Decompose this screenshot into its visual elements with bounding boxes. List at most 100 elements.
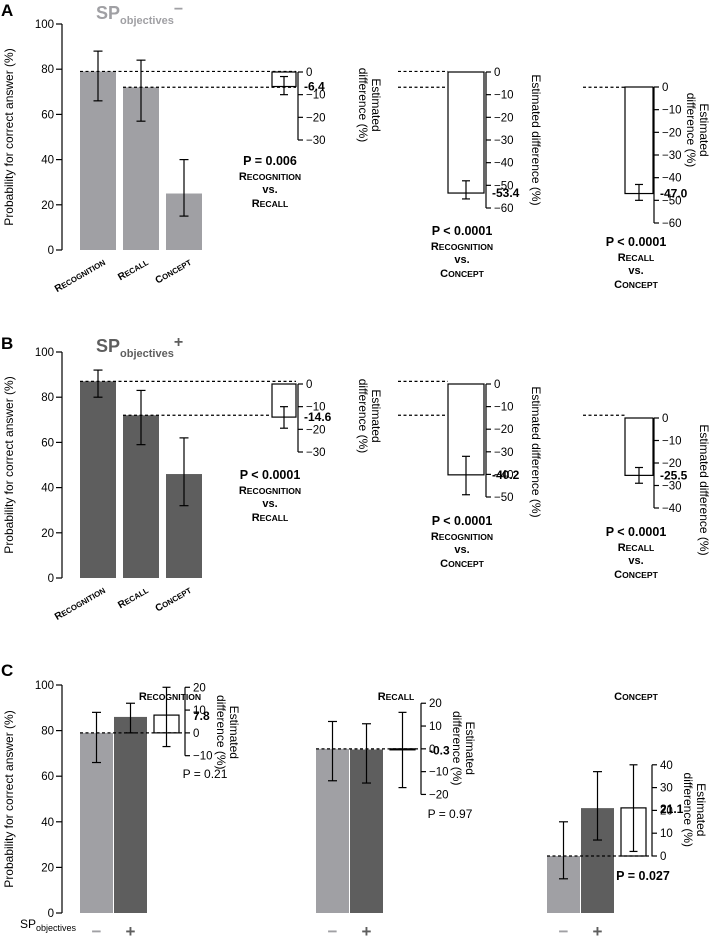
c-title-recognition: RECOGNITION [139,691,201,703]
diff-tick-label: −40 [494,158,514,170]
diff-tick-label: −50 [494,180,514,192]
diff-tick-label: −40 [662,503,682,515]
diff-tick-label: 0 [306,67,312,79]
comparison-first: RECOGNITION [239,485,301,497]
c-p-value: P = 0.027 [616,869,670,883]
diff-value-label: -40.2 [492,468,520,482]
comparison-vs: vs. [454,544,469,556]
c-p-value: P = 0.97 [428,807,473,821]
comparison-second: RECALL [252,198,289,210]
c-p-value: P = 0.21 [183,767,228,781]
diff-tick-label: −60 [494,203,514,215]
diff-value-label: -53.4 [492,186,520,200]
comparison-vs: vs. [628,265,643,277]
diff-axis-title: Estimateddifference (%) [356,68,383,142]
p-value: P < 0.0001 [432,514,493,528]
diff-value-label: -25.5 [660,468,688,482]
y-tick-label: 0 [48,573,54,585]
c-diff-tick-label: 0 [193,728,199,740]
c-sign-plus: + [593,922,603,941]
c-diff-tick-label: 30 [660,783,673,795]
c-diff-tick-label: 10 [429,721,442,733]
c-diff-tick-label: −10 [193,751,213,763]
c-diff-value-label: 21.1 [660,802,684,816]
diff-tick-label: −20 [494,112,514,124]
y-tick-label: 60 [41,437,54,449]
y-tick-label: 80 [41,392,54,404]
diff-value-label: -47.0 [660,187,688,201]
c-y-tick-label: 20 [41,862,54,874]
diff-axis-title: Estimateddifference (%) [684,93,711,167]
c-diff-axis-title: Estimateddifference (%) [214,695,241,769]
comparison-first: RECOGNITION [431,241,493,253]
diff-tick-label: −30 [662,150,682,162]
diff-tick-label: −30 [662,481,682,493]
y-tick-label: 20 [41,528,54,540]
y-tick-label: 40 [41,483,54,495]
diff-tick-label: −10 [494,90,514,102]
c-diff-value-label: -0.3 [429,744,450,758]
y-tick-label: 80 [41,64,54,76]
comparison-vs: vs. [262,498,277,510]
panel-b-legend: SPobjectives+ [96,334,183,360]
c-diff-tick-label: 0 [660,851,666,863]
diff-value-label: -6.4 [304,80,325,94]
panel-a-label: A [1,1,13,20]
c-y-tick-label: 100 [35,680,54,692]
diff-axis-title: Estimated difference (%) [697,424,711,555]
comparison-second: RECALL [252,512,289,524]
panel-c-sp-label: SPobjectives [20,917,77,933]
diff-tick-label: −40 [494,469,514,481]
c-diff-tick-label: 20 [429,698,442,710]
c-y-tick-label: 60 [41,771,54,783]
c-title-concept: CONCEPT [614,691,658,703]
c-diff-axis-title: Estimateddifference (%) [681,773,708,847]
c-diff-tick-label: 20 [660,805,673,817]
diff-axis-title: Estimated difference (%) [529,74,543,205]
diff-tick-label: −10 [306,90,326,102]
x-tick-label-recognition: RECOGNITION [53,585,108,623]
c-diff-tick-label: 0 [429,744,435,756]
c-bar-plus [114,716,147,913]
y-tick-label: 20 [41,200,54,212]
c-sign-minus: − [92,922,102,941]
diff-tick-label: 0 [306,379,312,391]
y-tick-label: 40 [41,155,54,167]
c-sign-minus: − [559,922,569,941]
x-tick-label-recall: RECALL [116,257,150,283]
diff-axis-title: Estimated difference (%) [529,386,543,517]
x-tick-label-recall: RECALL [116,585,150,611]
diff-tick-label: −20 [662,127,682,139]
comparison-first: RECALL [618,252,655,264]
diff-tick-label: −30 [306,135,326,147]
diff-tick-label: −30 [494,447,514,459]
y-tick-label: 60 [41,109,54,121]
diff-tick-label: −30 [306,447,326,459]
diff-tick-label: −10 [662,105,682,117]
diff-tick-label: −50 [494,492,514,504]
panel-c-label: C [1,661,13,680]
c-sign-plus: + [362,922,372,941]
comparison-vs: vs. [628,555,643,567]
diff-bar [624,86,654,195]
comparison-vs: vs. [262,184,277,196]
c-y-tick-label: 80 [41,726,54,738]
c-diff-tick-label: 40 [660,760,673,772]
diff-tick-label: −20 [662,458,682,470]
diff-bar [624,417,654,476]
diff-tick-label: −10 [306,402,326,414]
x-tick-label-concept: CONCEPT [154,257,194,287]
c-y-tick-label: 40 [41,817,54,829]
p-value: P = 0.006 [243,154,297,168]
x-tick-label-recognition: RECOGNITION [53,257,108,295]
comparison-vs: vs. [454,254,469,266]
c-diff-tick-label: 10 [660,828,673,840]
diff-tick-label: −20 [494,424,514,436]
y-tick-label: 100 [35,19,54,31]
c-sign-plus: + [126,922,136,941]
diff-tick-label: −40 [662,173,682,185]
c-sign-minus: − [328,922,338,941]
comparison-second: CONCEPT [440,268,484,280]
comparison-second: CONCEPT [440,558,484,570]
